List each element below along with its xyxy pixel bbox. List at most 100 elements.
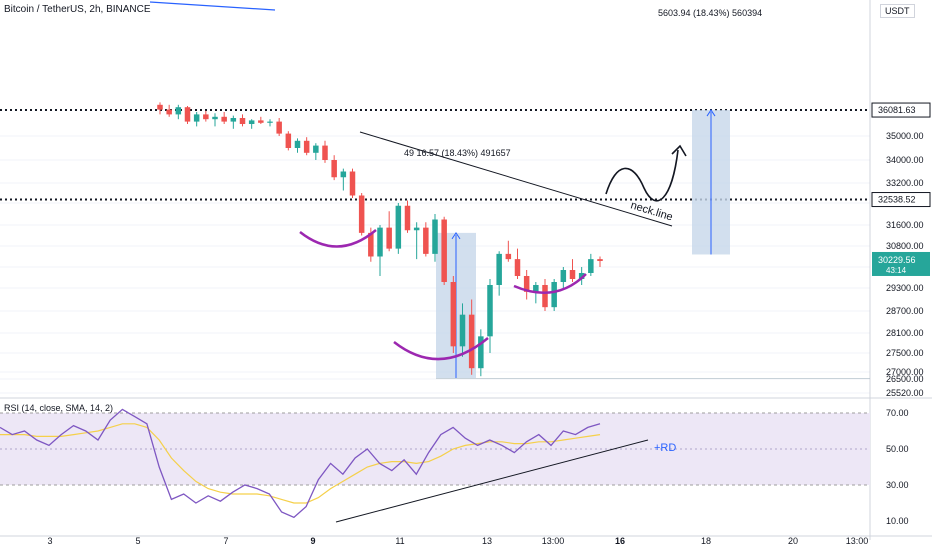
price-tick-label: 28700.00 (886, 306, 924, 316)
last-price-label: 30229.56 (878, 255, 916, 265)
candle-body (395, 205, 402, 249)
candle-body (404, 205, 411, 231)
time-tick-label: 11 (395, 536, 404, 546)
rsi-tick-label: 30.00 (886, 480, 909, 490)
level-price-label-bg (871, 102, 931, 118)
rsi-label: RSI (14, close, SMA, 14, 2) (4, 403, 114, 413)
measure-label-2: 5603.94 (18.43%) 560394 (658, 8, 762, 18)
head-curve (393, 337, 489, 361)
price-tick-label: 28100.00 (886, 328, 924, 338)
candle-body (368, 232, 374, 257)
candle-body (450, 282, 457, 347)
candle-body (496, 253, 502, 285)
price-tick-label: 31600.00 (886, 220, 924, 230)
price-tick-label: 29300.00 (886, 283, 924, 293)
candle-body (166, 109, 172, 115)
time-tick-label: 13:00 (542, 536, 565, 546)
candle-body (203, 114, 209, 120)
right-shoulder-curve (513, 273, 587, 294)
candle-body (221, 116, 227, 122)
candle-body (542, 285, 548, 308)
level-price-label-bg (871, 192, 931, 208)
price-tick-label: 30800.00 (886, 241, 924, 251)
price-tick-label: 34000.00 (886, 155, 924, 165)
price-tick-label: 33200.00 (886, 178, 924, 188)
time-tick-label: 18 (701, 536, 711, 546)
candle-body (193, 114, 200, 122)
candle-body (230, 118, 237, 122)
price-tick-label: 26500.00 (886, 374, 924, 384)
candle-body (514, 259, 521, 276)
rsi-tick-label: 50.00 (886, 444, 909, 454)
level-price-label: 32538.52 (878, 195, 916, 205)
time-tick-label: 13:00 (846, 536, 869, 546)
candle-body (303, 140, 310, 153)
candle-body (157, 104, 163, 110)
candle-body (597, 259, 603, 261)
candle-body (459, 314, 466, 347)
downtrend-line (149, 1, 276, 11)
candle-body (258, 120, 264, 123)
time-tick-label: 16 (615, 536, 625, 546)
candle-body (468, 314, 475, 369)
projection-arrow-head (671, 144, 687, 157)
candle-body (533, 285, 539, 292)
candle-body (349, 171, 356, 196)
candle-body (551, 282, 557, 308)
candle-body (578, 273, 585, 279)
candle-body (184, 107, 191, 122)
candle-body (340, 171, 347, 178)
price-tick-label: 27500.00 (886, 348, 924, 358)
candle-body (478, 336, 484, 369)
candle-body (386, 227, 392, 249)
candle-body (569, 270, 576, 279)
price-tick-label: 27000.00 (886, 367, 924, 377)
candle-body (432, 219, 438, 254)
rsi-divergence-line (335, 439, 649, 523)
candle-body (248, 120, 255, 124)
candle-body (377, 227, 383, 257)
currency-badge[interactable]: USDT (880, 4, 915, 18)
time-tick-label: 7 (223, 536, 228, 546)
candle-body (212, 116, 218, 120)
rsi-line (0, 408, 601, 519)
price-tick-label: 35000.00 (886, 131, 924, 141)
time-tick-label: 3 (47, 536, 52, 546)
rsi-sma-line (0, 423, 601, 504)
measure-arrow-head-1 (451, 231, 461, 240)
candle-body (267, 121, 273, 123)
candle-body (523, 276, 530, 292)
time-tick-label: 5 (135, 536, 140, 546)
last-price-countdown: 43:14 (886, 266, 907, 275)
candle-body (239, 118, 246, 124)
candle-body (322, 145, 328, 160)
candle-body (285, 133, 292, 148)
candle-body (313, 145, 319, 153)
last-price-label-bg (872, 251, 930, 276)
candle-body (423, 227, 429, 254)
candle-body (276, 121, 282, 134)
candle-body (358, 195, 365, 233)
projection-wave (605, 149, 679, 202)
candle-body (505, 253, 512, 260)
candle-body (413, 227, 420, 231)
candle-body (588, 259, 594, 273)
time-tick-label: 9 (310, 536, 315, 546)
price-tick-label: 25520.00 (886, 388, 924, 398)
measure-label-1: 49 16.57 (18.43%) 491657 (404, 148, 511, 158)
rsi-divergence-label: +RD (654, 442, 676, 454)
time-tick-label: 13 (482, 536, 492, 546)
candle-body (175, 107, 182, 115)
measure-arrow-head-2 (706, 109, 716, 117)
candle-body (441, 219, 447, 282)
candle-body (294, 140, 301, 148)
neck-line (359, 131, 673, 227)
candle-body (331, 160, 337, 178)
chart-title: Bitcoin / TetherUS, 2h, BINANCE (4, 4, 151, 15)
candle-body (487, 285, 493, 337)
rsi-tick-label: 70.00 (886, 408, 909, 418)
rsi-tick-label: 10.00 (886, 516, 909, 526)
left-shoulder-curve (299, 229, 377, 248)
